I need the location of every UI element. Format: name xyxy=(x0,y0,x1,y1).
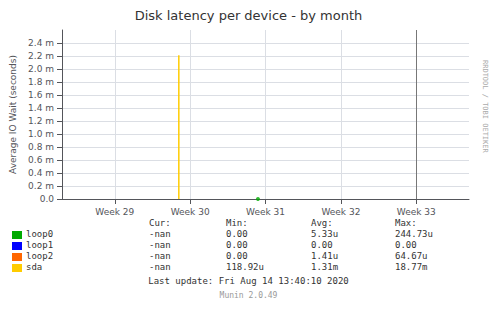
svg-text:1.41u: 1.41u xyxy=(311,251,338,261)
svg-text:0.00: 0.00 xyxy=(226,251,248,261)
svg-text:1.31m: 1.31m xyxy=(311,262,338,272)
svg-text:0.6 m: 0.6 m xyxy=(28,155,54,165)
svg-text:18.77m: 18.77m xyxy=(395,262,428,272)
svg-text:Week 31: Week 31 xyxy=(246,207,285,217)
svg-text:Munin 2.0.49: Munin 2.0.49 xyxy=(220,291,278,300)
svg-text:Max:: Max: xyxy=(395,218,417,228)
svg-text:1.0 m: 1.0 m xyxy=(28,129,54,139)
svg-text:0.00: 0.00 xyxy=(226,229,248,239)
svg-text:Cur:: Cur: xyxy=(149,218,171,228)
svg-text:0.0: 0.0 xyxy=(40,194,55,204)
svg-text:1.6 m: 1.6 m xyxy=(28,90,54,100)
svg-text:Avg:: Avg: xyxy=(311,218,333,228)
svg-text:Week 32: Week 32 xyxy=(321,207,360,217)
svg-text:0.00: 0.00 xyxy=(395,240,417,250)
svg-text:loop1: loop1 xyxy=(26,240,53,250)
svg-text:-nan: -nan xyxy=(149,251,171,261)
svg-text:244.73u: 244.73u xyxy=(395,229,433,239)
svg-text:1.8 m: 1.8 m xyxy=(28,77,54,87)
svg-text:loop0: loop0 xyxy=(26,229,53,239)
svg-text:sda: sda xyxy=(26,262,42,272)
svg-text:118.92u: 118.92u xyxy=(226,262,264,272)
svg-text:2.0 m: 2.0 m xyxy=(28,64,54,74)
svg-text:64.67u: 64.67u xyxy=(395,251,428,261)
svg-text:5.33u: 5.33u xyxy=(311,229,338,239)
svg-text:Week 33: Week 33 xyxy=(397,207,436,217)
svg-text:-nan: -nan xyxy=(149,229,171,239)
svg-text:Week 30: Week 30 xyxy=(171,207,210,217)
svg-text:2.4 m: 2.4 m xyxy=(28,38,54,48)
svg-text:0.00: 0.00 xyxy=(311,240,333,250)
svg-text:RRDTOOL / TOBI OETIKER: RRDTOOL / TOBI OETIKER xyxy=(481,60,489,154)
svg-text:0.00: 0.00 xyxy=(226,240,248,250)
svg-text:Week 29: Week 29 xyxy=(95,207,134,217)
svg-text:-nan: -nan xyxy=(149,240,171,250)
svg-text:1.2 m: 1.2 m xyxy=(28,116,54,126)
svg-text:loop2: loop2 xyxy=(26,251,53,261)
svg-text:-nan: -nan xyxy=(149,262,171,272)
svg-text:0.2 m: 0.2 m xyxy=(28,181,54,191)
svg-text:0.8 m: 0.8 m xyxy=(28,142,54,152)
svg-text:1.4 m: 1.4 m xyxy=(28,103,54,113)
svg-text:2.2 m: 2.2 m xyxy=(28,51,54,61)
svg-text:Disk latency per device - by m: Disk latency per device - by month xyxy=(135,8,363,23)
svg-text:Min:: Min: xyxy=(226,218,248,228)
svg-text:0.4 m: 0.4 m xyxy=(28,168,54,178)
svg-text:Last update: Fri Aug 14 13:40:: Last update: Fri Aug 14 13:40:10 2020 xyxy=(148,276,348,286)
svg-text:Average IO Wait (seconds): Average IO Wait (seconds) xyxy=(8,55,18,174)
